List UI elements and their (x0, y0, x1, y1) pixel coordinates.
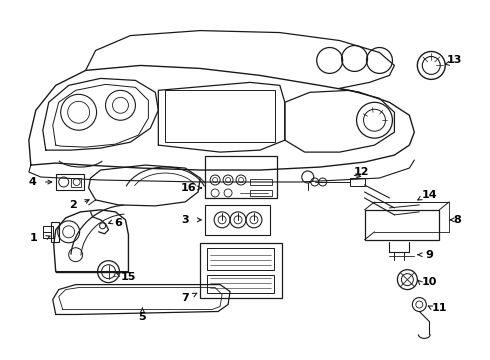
Text: 14: 14 (421, 190, 437, 200)
Bar (205, 205, 270, 235)
Bar (250, 190, 272, 196)
Text: 9: 9 (425, 250, 433, 260)
Text: 11: 11 (432, 302, 447, 312)
Text: 7: 7 (181, 293, 189, 302)
Text: 3: 3 (181, 215, 189, 225)
Bar (43, 226, 53, 238)
Text: 13: 13 (446, 55, 462, 66)
Text: 5: 5 (139, 312, 146, 323)
Text: 6: 6 (115, 218, 122, 228)
Text: 12: 12 (354, 167, 369, 177)
Text: 1: 1 (30, 233, 38, 243)
Bar (71, 178, 81, 187)
Bar (56, 174, 84, 190)
Text: 2: 2 (69, 200, 76, 210)
Bar (51, 222, 59, 242)
Bar (365, 210, 439, 240)
Text: 4: 4 (29, 177, 37, 187)
Bar (207, 275, 274, 293)
Text: 8: 8 (453, 215, 461, 225)
Text: 16: 16 (180, 183, 196, 193)
Text: 10: 10 (421, 276, 437, 287)
Bar (349, 178, 365, 186)
Bar (200, 243, 282, 298)
Bar (207, 248, 274, 270)
Bar (165, 90, 275, 142)
Bar (205, 156, 277, 198)
Bar (250, 179, 272, 185)
Text: 15: 15 (121, 272, 136, 282)
